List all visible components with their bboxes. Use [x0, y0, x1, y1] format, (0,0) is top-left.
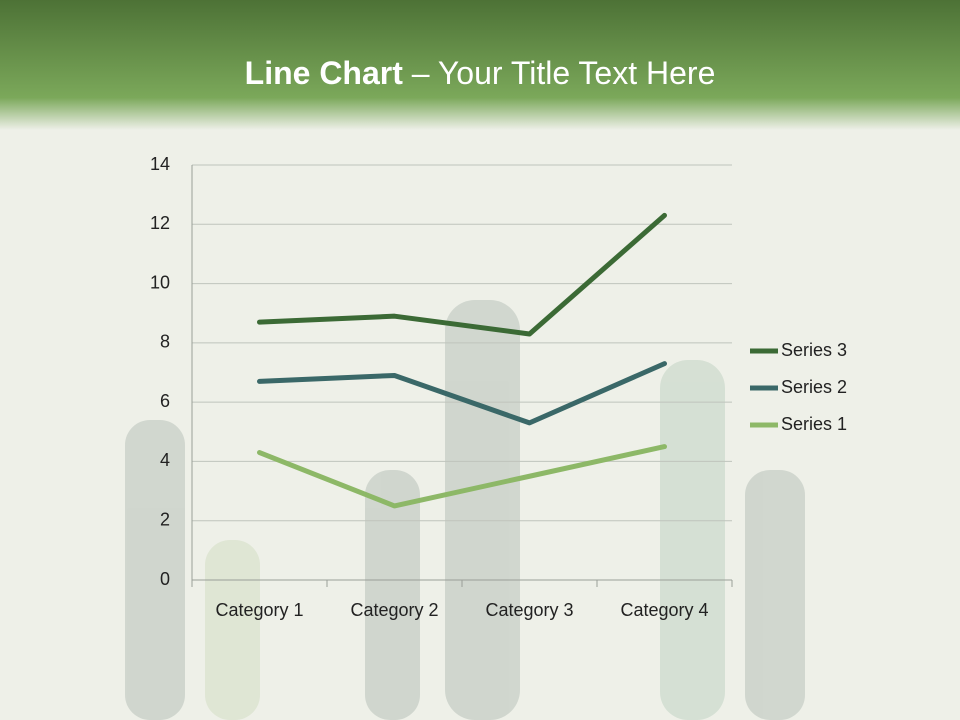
- y-tick-label: 6: [160, 391, 170, 411]
- y-tick-label: 14: [150, 154, 170, 174]
- title-lead: Line Chart: [245, 55, 404, 91]
- x-tick-label: Category 3: [485, 600, 573, 620]
- y-tick-label: 12: [150, 213, 170, 233]
- y-tick-label: 4: [160, 450, 170, 470]
- y-tick-label: 10: [150, 272, 170, 292]
- series-line: [257, 444, 667, 509]
- header-band: [0, 0, 960, 130]
- legend-label: Series 1: [781, 414, 847, 434]
- title-rest: – Your Title Text Here: [412, 55, 716, 91]
- y-tick-label: 0: [160, 569, 170, 589]
- series-line: [257, 361, 667, 426]
- y-tick-label: 2: [160, 509, 170, 529]
- series-line: [257, 212, 667, 337]
- decor-hands: [125, 300, 805, 720]
- slide-title: Line Chart – Your Title Text Here: [245, 55, 716, 91]
- x-tick-label: Category 2: [350, 600, 438, 620]
- chart: 0 2 4 6 8 10 12 14 Category 1 Category 2 Category …: [150, 154, 847, 620]
- legend-label: Series 3: [781, 340, 847, 360]
- x-tick-label: Category 4: [620, 600, 708, 620]
- y-tick-label: 8: [160, 332, 170, 352]
- legend-label: Series 2: [781, 377, 847, 397]
- x-tick-label: Category 1: [215, 600, 303, 620]
